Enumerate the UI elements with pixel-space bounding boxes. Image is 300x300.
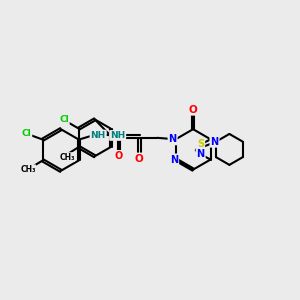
Text: O: O: [115, 151, 123, 161]
Text: CH₃: CH₃: [20, 165, 36, 174]
Text: Cl: Cl: [59, 115, 69, 124]
Text: O: O: [189, 105, 197, 115]
Text: S: S: [197, 140, 204, 149]
Text: O: O: [135, 154, 144, 164]
Text: NH: NH: [91, 130, 106, 140]
Text: NH: NH: [110, 131, 125, 140]
Text: N: N: [196, 149, 205, 160]
Text: N: N: [170, 154, 178, 164]
Text: N: N: [211, 137, 219, 147]
Text: N: N: [169, 134, 177, 144]
Text: Cl: Cl: [22, 129, 31, 138]
Text: CH₃: CH₃: [59, 153, 75, 162]
